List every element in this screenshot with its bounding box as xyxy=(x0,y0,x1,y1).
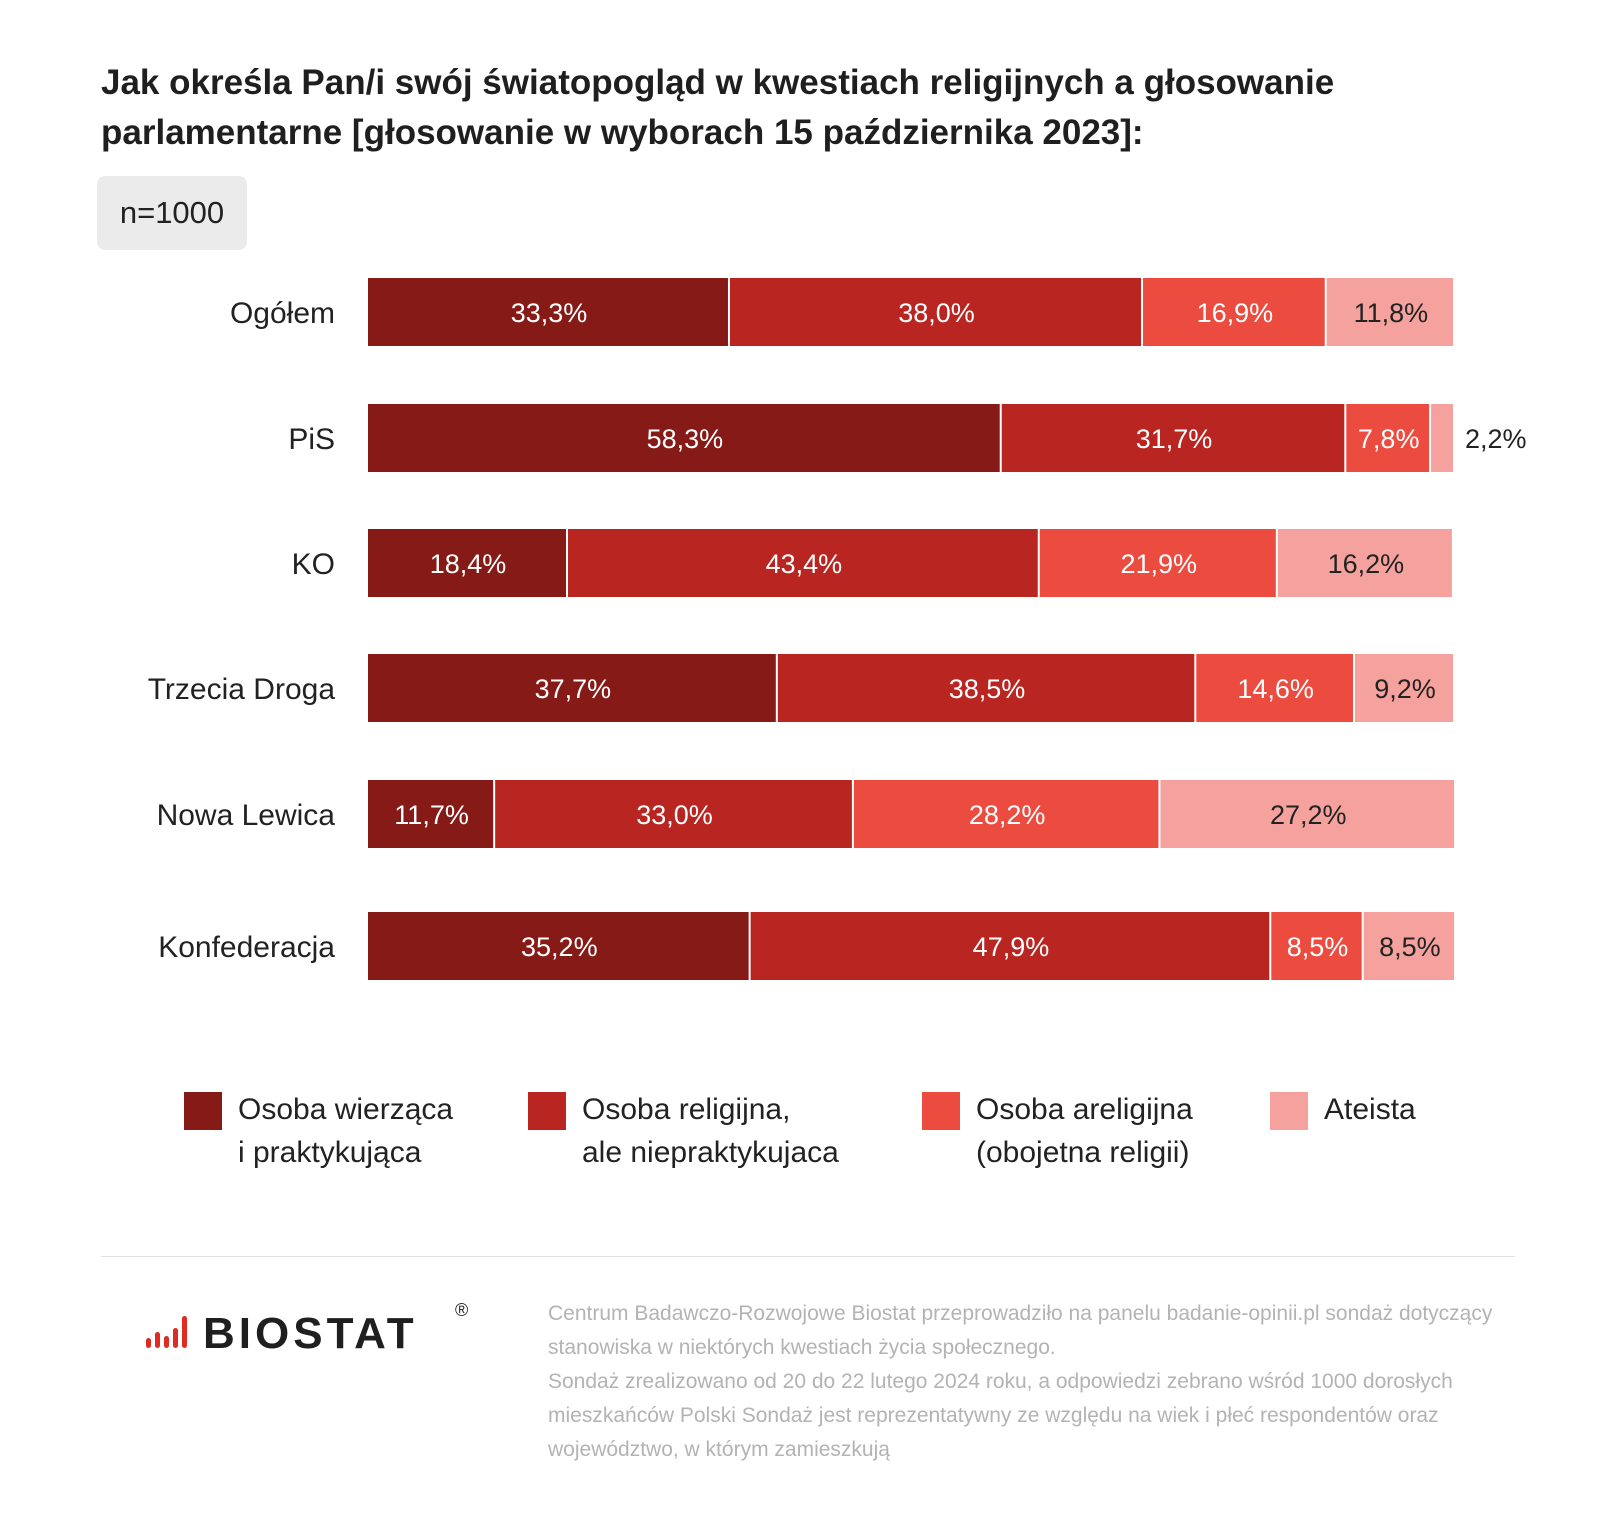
bar-segment xyxy=(1160,780,1455,848)
registered-mark: ® xyxy=(455,1300,469,1320)
bar-segment xyxy=(1277,529,1452,597)
bar-segment xyxy=(368,278,728,346)
bar-segment xyxy=(729,278,1142,346)
data-label: 27,2% xyxy=(1270,800,1347,830)
legend-swatch xyxy=(528,1092,566,1130)
bar-segment xyxy=(853,780,1159,848)
data-label: 2,2% xyxy=(1465,424,1527,454)
sample-size-badge: n=1000 xyxy=(97,176,247,250)
bar-segment xyxy=(750,912,1270,980)
data-label: 38,5% xyxy=(949,674,1026,704)
category-label: Trzecia Droga xyxy=(148,673,336,706)
data-label: 37,7% xyxy=(535,674,612,704)
legend-swatch xyxy=(184,1092,222,1130)
legend-swatch xyxy=(922,1092,960,1130)
data-label: 14,6% xyxy=(1237,674,1314,704)
bar-segment xyxy=(1196,654,1353,722)
footer-divider xyxy=(101,1256,1515,1257)
bar-segment xyxy=(1346,404,1430,472)
data-label: 28,2% xyxy=(969,800,1046,830)
data-label: 11,8% xyxy=(1354,298,1429,328)
data-label: 7,8% xyxy=(1358,424,1420,454)
data-label: 33,3% xyxy=(511,298,588,328)
bar-segment xyxy=(368,780,494,848)
bar-segment xyxy=(1431,404,1453,472)
data-label: 16,9% xyxy=(1197,298,1274,328)
category-label: Ogółem xyxy=(230,297,335,330)
data-label: 18,4% xyxy=(430,549,507,579)
data-label: 8,5% xyxy=(1379,932,1441,962)
bar-segment xyxy=(1354,654,1453,722)
data-label: 33,0% xyxy=(636,800,713,830)
bar-segment xyxy=(1363,912,1455,980)
legend-label: Osoba wierząca i praktykująca xyxy=(238,1093,454,1169)
data-label: 58,3% xyxy=(647,424,724,454)
biostat-logo: BIOSTAT ® xyxy=(145,1300,485,1366)
bar-segment xyxy=(777,654,1195,722)
bar-segment xyxy=(368,529,567,597)
legend-label: Osoba areligijna (obojetna religii) xyxy=(976,1093,1193,1169)
data-label: 31,7% xyxy=(1136,424,1213,454)
bar-segment xyxy=(1326,278,1453,346)
data-label: 47,9% xyxy=(973,932,1050,962)
bar-segment xyxy=(368,912,749,980)
chart-legend: Osoba wierząca i praktykująca Osoba relig… xyxy=(184,1090,1484,1190)
legend-label: Osoba religijna, ale niepraktykujaca xyxy=(582,1093,839,1169)
bar-segment xyxy=(1271,912,1362,980)
category-label: Konfederacja xyxy=(158,931,335,964)
bar-segment xyxy=(1001,404,1345,472)
chart-title: Jak określa Pan/i swój światopogląd w kw… xyxy=(101,63,1335,152)
category-label: Nowa Lewica xyxy=(157,799,336,832)
category-label: KO xyxy=(292,548,335,581)
legend-label: Ateista xyxy=(1324,1093,1416,1126)
data-label: 21,9% xyxy=(1121,549,1198,579)
data-label: 16,2% xyxy=(1328,549,1405,579)
data-label: 43,4% xyxy=(766,549,843,579)
bar-segment xyxy=(568,529,1038,597)
data-label: 35,2% xyxy=(521,932,598,962)
category-label: PiS xyxy=(288,423,335,456)
data-label: 9,2% xyxy=(1374,674,1436,704)
methodology-note: Centrum Badawczo-Rozwojowe Biostat przep… xyxy=(548,1302,1493,1461)
legend-swatch xyxy=(1270,1092,1308,1130)
stacked-bar-chart: Ogółem 33,3% 38,0% 16,9% 11,8% PiS 58,3% 31,7% 7… xyxy=(148,278,1527,980)
bar-segment xyxy=(368,404,1000,472)
logo-bars-icon xyxy=(146,1316,187,1348)
data-label: 11,7% xyxy=(394,800,469,830)
data-label: 8,5% xyxy=(1287,932,1349,962)
bar-segment xyxy=(1039,529,1276,597)
bar-segment xyxy=(495,780,852,848)
data-label: 38,0% xyxy=(898,298,975,328)
bar-segment xyxy=(1143,278,1325,346)
bar-segment xyxy=(368,654,776,722)
logo-wordmark: BIOSTAT xyxy=(203,1309,418,1358)
